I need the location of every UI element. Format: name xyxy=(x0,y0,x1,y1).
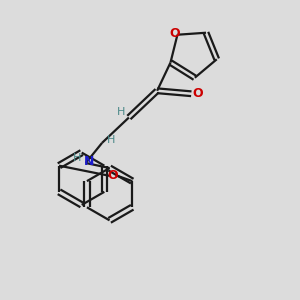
Text: H: H xyxy=(107,135,115,145)
Text: O: O xyxy=(193,87,203,100)
Text: O: O xyxy=(108,169,118,182)
Text: N: N xyxy=(84,155,94,168)
Text: H: H xyxy=(117,107,126,117)
Text: O: O xyxy=(169,27,180,40)
Text: H: H xyxy=(73,153,82,163)
